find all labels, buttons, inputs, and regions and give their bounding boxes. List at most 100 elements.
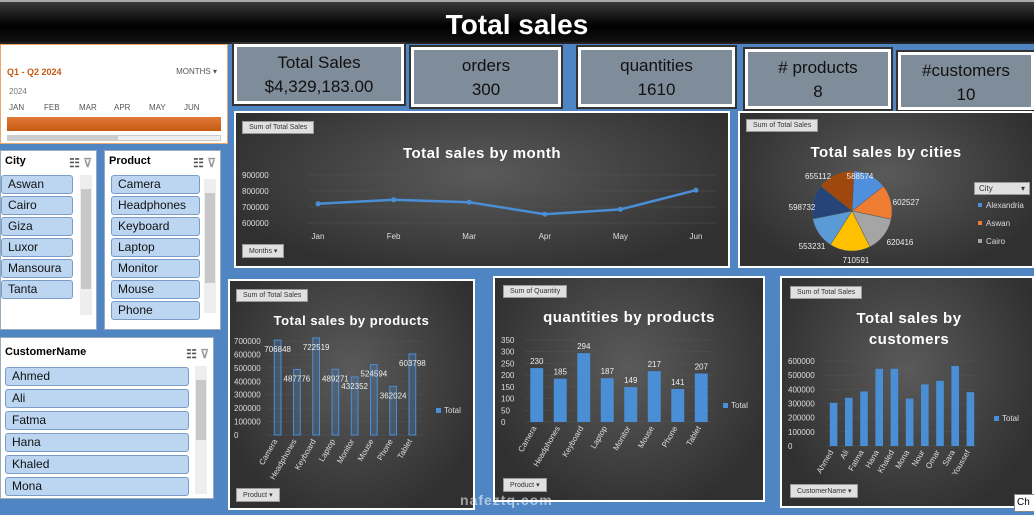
bar: [905, 398, 914, 446]
month-chart-panel: Sum of Total Sales Total sales by month …: [234, 111, 730, 268]
data-label: 487776: [284, 374, 311, 383]
bar: [647, 371, 661, 422]
x-tick-label: Feb: [387, 232, 401, 241]
kpi-card: quantities 1610: [576, 45, 737, 109]
city-slicer-item[interactable]: Aswan: [1, 175, 73, 194]
bar: [331, 368, 340, 436]
months-filter-button[interactable]: Months ▾: [242, 244, 285, 258]
clear-filter-icon[interactable]: ⊽: [207, 156, 216, 170]
timeline-month[interactable]: FEB: [44, 103, 60, 112]
timeline-month[interactable]: APR: [114, 103, 131, 112]
clear-filter-icon[interactable]: ⊽: [83, 156, 92, 170]
data-point: [315, 201, 321, 207]
chart-value-tag[interactable]: Sum of Total Sales: [746, 119, 819, 132]
data-label: 149: [624, 376, 638, 385]
timeline-level-dropdown[interactable]: MONTHS ▾: [176, 67, 217, 76]
customer-filter-button[interactable]: CustomerName ▾: [790, 484, 859, 498]
data-label: 207: [695, 363, 709, 372]
months-filter-label: Months: [249, 248, 272, 255]
city-legend-filter[interactable]: City ▾: [974, 182, 1030, 195]
x-tick-label: Monitor: [335, 437, 356, 465]
data-label: 432352: [341, 382, 368, 391]
kpi-card: #customers 10: [896, 50, 1034, 112]
data-point: [391, 197, 397, 203]
customer-slicer-item[interactable]: Ali: [5, 389, 189, 408]
product-slicer-item[interactable]: Mouse: [111, 280, 200, 299]
bar: [694, 373, 708, 422]
slice-label: 553231: [799, 242, 826, 251]
slice-label: 620416: [887, 238, 914, 247]
city-slicer-header: City: [5, 155, 26, 167]
city-slicer-item[interactable]: Luxor: [1, 238, 73, 257]
product-filter-button[interactable]: Product ▾: [236, 488, 280, 502]
legend-swatch: [978, 239, 982, 243]
chart-value-tag[interactable]: Sum of Total Sales: [242, 121, 315, 134]
product-slicer-item[interactable]: Laptop: [111, 238, 200, 257]
y-tick-label: 350: [501, 336, 515, 345]
multi-select-icon[interactable]: ☷: [186, 347, 197, 361]
kpi-card: # products 8: [743, 47, 893, 111]
timeline-bar[interactable]: [7, 117, 221, 131]
product-slicer-header: Product: [109, 155, 151, 167]
timeline-slicer[interactable]: Q1 - Q2 2024 MONTHS ▾ 2024 JAN FEB MAR APR M…: [0, 44, 228, 144]
multi-select-icon[interactable]: ☷: [69, 156, 80, 170]
legend-label: Cairo: [986, 237, 1006, 246]
timeline-month[interactable]: JUN: [184, 103, 200, 112]
timeline-month[interactable]: MAY: [149, 103, 166, 112]
y-tick-label: 300: [501, 348, 515, 357]
legend-swatch: [723, 403, 728, 408]
customer-slicer-scrollbar[interactable]: [195, 366, 207, 494]
city-slicer[interactable]: City ☷ ⊽ Aswan Cairo Giza Luxor Mansoura Tanta: [0, 150, 97, 330]
customer-slicer-item[interactable]: Fatma: [5, 411, 189, 430]
product-slicer-item[interactable]: Monitor: [111, 259, 200, 278]
city-slicer-scrollbar[interactable]: [80, 175, 92, 315]
data-point: [617, 206, 623, 212]
city-slicer-item[interactable]: Tanta: [1, 280, 73, 299]
chart-value-tag[interactable]: Sum of Total Sales: [236, 289, 309, 302]
kpi-label: quantities: [620, 56, 693, 75]
legend-label: Alexandria: [986, 201, 1024, 210]
bar: [671, 388, 685, 422]
customer-slicer-item[interactable]: Ahmed: [5, 367, 189, 386]
y-tick-label: 200000: [234, 404, 261, 413]
city-slicer-item[interactable]: Cairo: [1, 196, 73, 215]
product-slicer-scrollbar[interactable]: [204, 179, 216, 313]
chart-value-tag[interactable]: Sum of Quantity: [503, 285, 568, 298]
product-slicer[interactable]: Product ☷ ⊽ Camera Headphones Keyboard Lapto…: [104, 150, 221, 330]
chart-value-tag[interactable]: Sum of Total Sales: [790, 286, 863, 299]
data-label: 294: [577, 342, 591, 351]
bar: [553, 378, 567, 422]
product-slicer-item[interactable]: Keyboard: [111, 217, 200, 236]
product-slicer-item[interactable]: Headphones: [111, 196, 200, 215]
products-sales-chart-panel: Sum of Total Sales Total sales by produc…: [228, 279, 475, 510]
clear-filter-icon[interactable]: ⊽: [200, 347, 209, 361]
timeline-range: Q1 - Q2 2024: [7, 67, 62, 77]
city-slicer-item[interactable]: Giza: [1, 217, 73, 236]
customer-slicer[interactable]: CustomerName ☷ ⊽ Ahmed Ali Fatma Hana Khaled M…: [0, 337, 214, 499]
x-tick-label: Monitor: [611, 424, 632, 452]
timeline-scrollbar[interactable]: [7, 135, 221, 141]
x-tick-label: Jan: [312, 232, 325, 241]
multi-select-icon[interactable]: ☷: [193, 156, 204, 170]
timeline-month[interactable]: MAR: [79, 103, 97, 112]
x-tick-label: Tablet: [685, 424, 704, 448]
y-tick-label: 900000: [242, 171, 269, 180]
data-label: 185: [554, 368, 568, 377]
timeline-level-label: MONTHS: [176, 67, 211, 76]
bar: [951, 365, 959, 446]
product-filter-button[interactable]: Product ▾: [503, 478, 547, 492]
bar: [829, 402, 838, 446]
product-slicer-item[interactable]: Phone: [111, 301, 200, 320]
customer-slicer-item[interactable]: Mona: [5, 477, 189, 496]
data-label: 217: [648, 360, 662, 369]
y-tick-label: 100000: [234, 418, 261, 427]
x-tick-label: Phone: [375, 437, 395, 462]
y-tick-label: 600000: [234, 350, 261, 359]
city-slicer-item[interactable]: Mansoura: [1, 259, 73, 278]
dashboard-title: Total sales: [0, 0, 1034, 44]
customer-slicer-item[interactable]: Khaled: [5, 455, 189, 474]
customer-slicer-item[interactable]: Hana: [5, 433, 189, 452]
timeline-month[interactable]: JAN: [9, 103, 25, 112]
product-slicer-item[interactable]: Camera: [111, 175, 200, 194]
corner-text: Ch: [1014, 494, 1034, 512]
